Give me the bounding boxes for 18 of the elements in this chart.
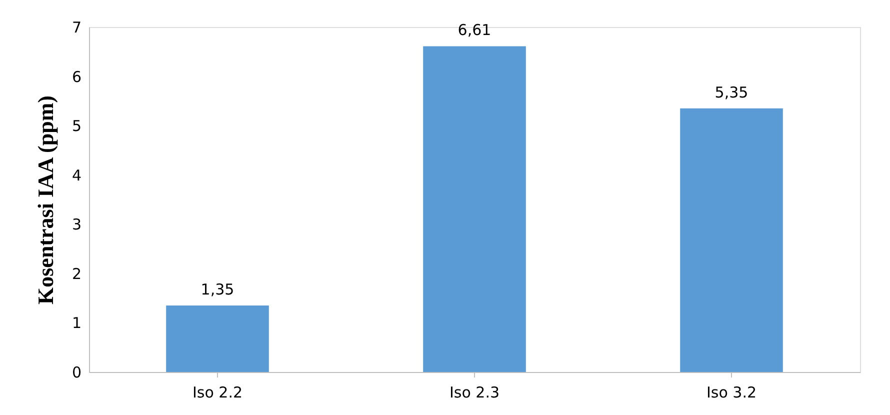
bar — [423, 46, 526, 372]
y-tick-label: 0 — [72, 364, 82, 382]
y-tick-label: 2 — [72, 264, 82, 283]
x-tick-label: Iso 2.2 — [192, 384, 243, 402]
y-tick-label: 6 — [72, 68, 82, 86]
y-tick-label: 4 — [72, 166, 82, 184]
x-tick-label: Iso 2.3 — [449, 384, 500, 402]
y-tick-label: 1 — [72, 314, 82, 332]
y-tick-label: 3 — [72, 216, 82, 234]
data-label: 6,61 — [458, 21, 492, 40]
bar — [166, 305, 269, 372]
y-tick-label: 5 — [72, 117, 82, 136]
x-tick-label: Iso 3.2 — [706, 384, 757, 402]
bar — [680, 108, 783, 372]
y-tick-label: 7 — [72, 18, 82, 36]
data-label: 1,35 — [200, 280, 234, 298]
y-axis-title: Kosentrasi IAA (ppm) — [32, 95, 58, 305]
data-label: 5,35 — [714, 83, 748, 102]
